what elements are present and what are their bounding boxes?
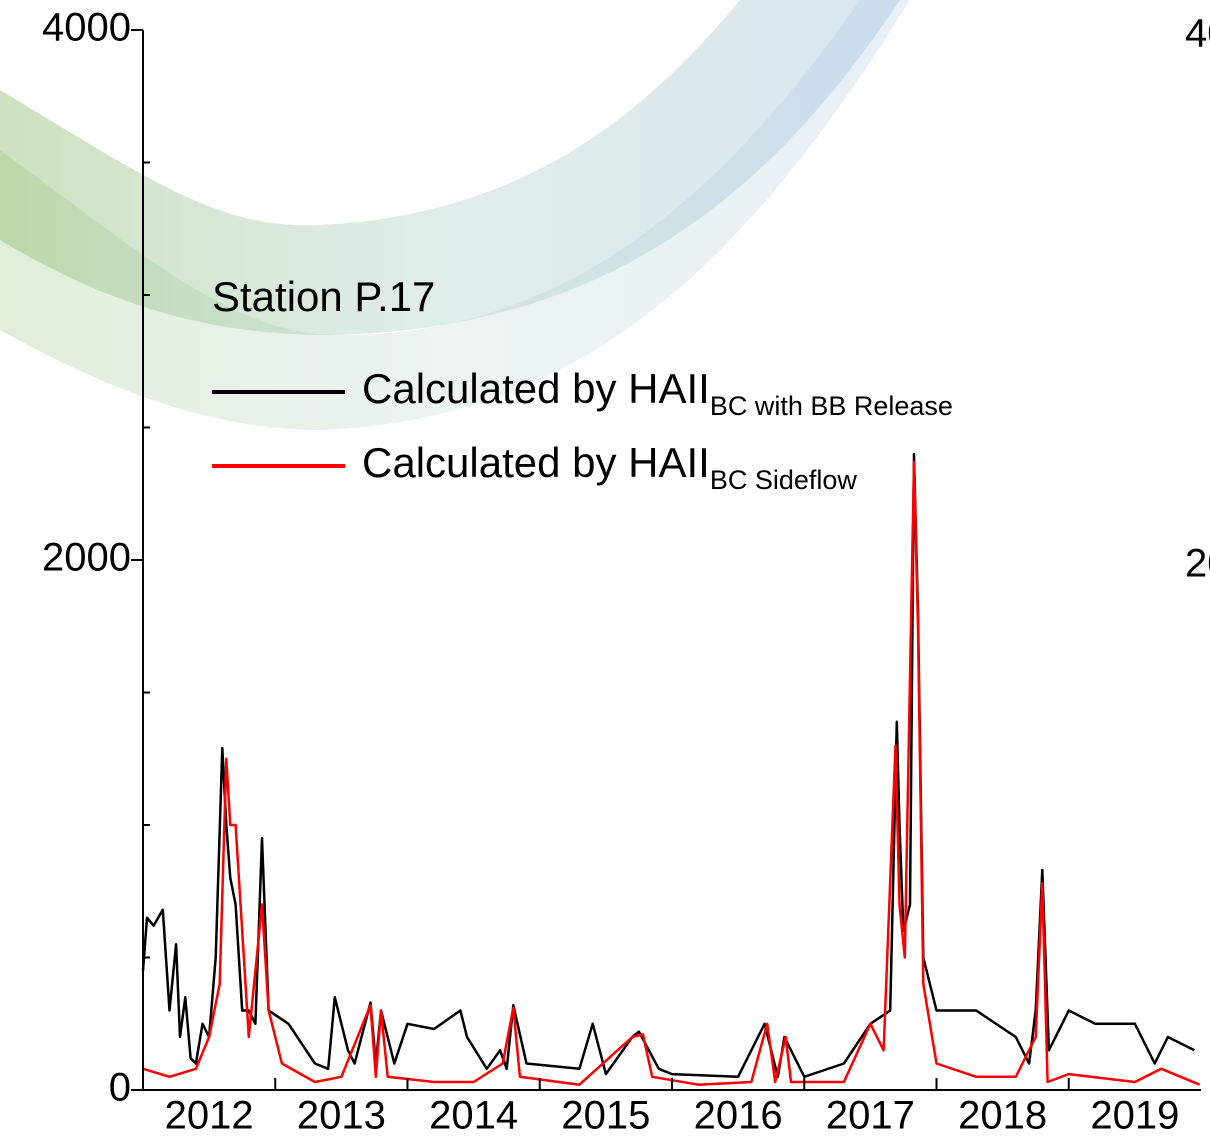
y-tick-label: 0 xyxy=(109,1066,131,1110)
legend: Station P.17 Calculated by HAIIBC with B… xyxy=(212,273,953,495)
legend-label: Calculated by HAIIBC with BB Release xyxy=(362,365,953,421)
x-tick-label: 2016 xyxy=(694,1094,783,1138)
neighbor-y-tick-label: 4000 xyxy=(1185,12,1210,56)
x-tick-label: 2015 xyxy=(561,1094,650,1138)
neighbor-y-tick-label: 2000 xyxy=(1185,542,1210,586)
x-tick-label: 2018 xyxy=(958,1094,1047,1138)
x-tick-label: 2019 xyxy=(1090,1094,1179,1138)
legend-label: Calculated by HAIIBC Sideflow xyxy=(362,439,857,495)
x-tick-label: 2013 xyxy=(297,1094,386,1138)
y-tick-label: 4000 xyxy=(42,6,131,50)
data-line xyxy=(141,452,1195,1079)
x-tick-label: 2014 xyxy=(429,1094,518,1138)
y-tick-label: 2000 xyxy=(42,536,131,580)
x-tick-label: 2017 xyxy=(826,1094,915,1138)
data-line xyxy=(142,460,1201,1086)
background-swoosh xyxy=(0,0,910,430)
x-tick-label: 2012 xyxy=(165,1094,254,1138)
legend-title: Station P.17 xyxy=(212,273,435,320)
